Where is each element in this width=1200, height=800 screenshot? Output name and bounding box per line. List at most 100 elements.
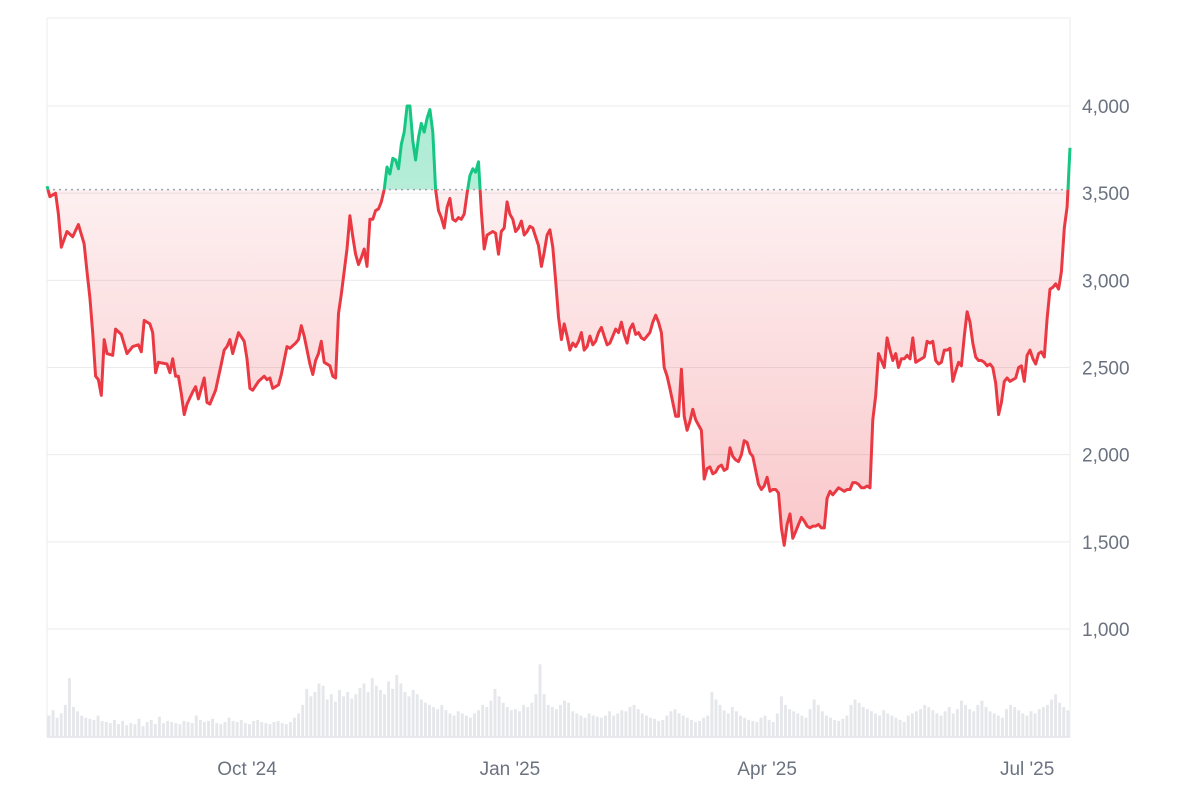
y-tick-label: 1,000 [1082,620,1130,641]
volume-bar [706,715,710,737]
volume-bar [207,720,210,737]
volume-bar [149,719,153,737]
volume-bar [378,689,382,737]
volume-bar [166,720,170,737]
volume-bar [845,715,849,737]
volume-bar [80,715,84,737]
volume-bar [481,704,485,737]
volume-bar [157,716,161,737]
volume-bar [428,704,431,737]
volume-bar [407,696,411,737]
volume-bar [599,717,603,737]
volume-bar [992,713,996,737]
volume-bar [460,713,464,737]
volume-bar [526,707,530,737]
volume-bar [137,718,141,737]
x-tick-label: Jan '25 [480,759,541,780]
volume-bar [747,719,751,737]
volume-bar [415,694,419,737]
volume-bar [243,723,247,737]
volume-bar [644,715,648,737]
volume-bar [824,715,828,737]
volume-bar [67,678,71,737]
volume-bar [882,710,886,737]
volume-bar [223,722,227,737]
volume-bar [779,696,783,737]
volume-bar [857,702,861,737]
volume-bar [694,722,697,737]
volume-bar [288,722,292,737]
volume-bar [125,725,129,737]
volume-bar [894,717,898,737]
volume-bar [739,715,742,737]
volume-bar [649,717,652,737]
volume-bar [673,709,677,737]
volume-bar [112,719,116,737]
volume-bar [878,715,882,737]
volume-bar [1000,717,1004,737]
volume-bar [587,713,591,737]
volume-bar [943,711,947,737]
volume-bar [939,715,943,737]
volume-bar [1062,707,1066,737]
volume-bar [554,709,558,737]
volume-bar [141,726,145,737]
volume-bar [575,713,579,737]
volume-bar [440,704,444,737]
volume-bar [730,707,734,737]
volume-bar [411,689,415,737]
volume-bar [84,717,88,737]
volume-bar [788,709,792,737]
volume-bar [117,724,120,737]
volume-bar [767,719,771,737]
area-fill [47,106,1070,546]
volume-bar [927,707,931,737]
area-below-baseline [47,189,1070,546]
volume-bar [681,715,685,737]
volume-bar [902,722,906,737]
volume-bar [260,722,264,737]
x-tick-label: Jul '25 [1000,759,1054,780]
volume-bar [976,704,980,737]
volume-bar [968,709,972,737]
volume-bar [313,692,317,737]
volume-bar [996,715,1000,737]
volume-bar [812,699,816,737]
volume-bar [342,696,346,737]
volume-bar [170,722,174,737]
volume-bar [919,709,922,737]
price-line-below [46,189,1070,547]
volume-bar [423,702,427,737]
volume-bar [489,700,493,737]
volume-bar [444,710,448,737]
volume-bar [955,709,959,737]
volume-bar [923,704,927,737]
volume-bar [935,713,939,737]
volume-bar [1058,702,1062,737]
volume-bar [248,724,251,737]
volume-bar [374,685,378,737]
volume-bar [1041,707,1045,737]
volume-bar [759,717,763,737]
volume-bar [366,692,370,737]
volume-bar [1013,707,1017,737]
volume-bar [567,702,571,737]
volume-bar [1045,704,1049,737]
volume-bar [72,707,75,737]
volume-bar [669,711,673,737]
volume-bar [452,715,456,737]
volume-bar [358,687,362,737]
volume-bar [256,719,260,737]
volume-bar [751,720,755,737]
volume-bar [51,710,55,737]
volume-bar [595,716,599,737]
volume-bar [804,717,808,737]
volume-bar [284,724,288,737]
volume-bar [235,722,239,737]
x-tick-label: Oct '24 [217,759,277,780]
volume-bar [518,711,521,737]
volume-bar [309,696,313,737]
volume-bar [129,723,133,737]
volume-bar [591,715,595,737]
volume-bar [432,707,436,737]
